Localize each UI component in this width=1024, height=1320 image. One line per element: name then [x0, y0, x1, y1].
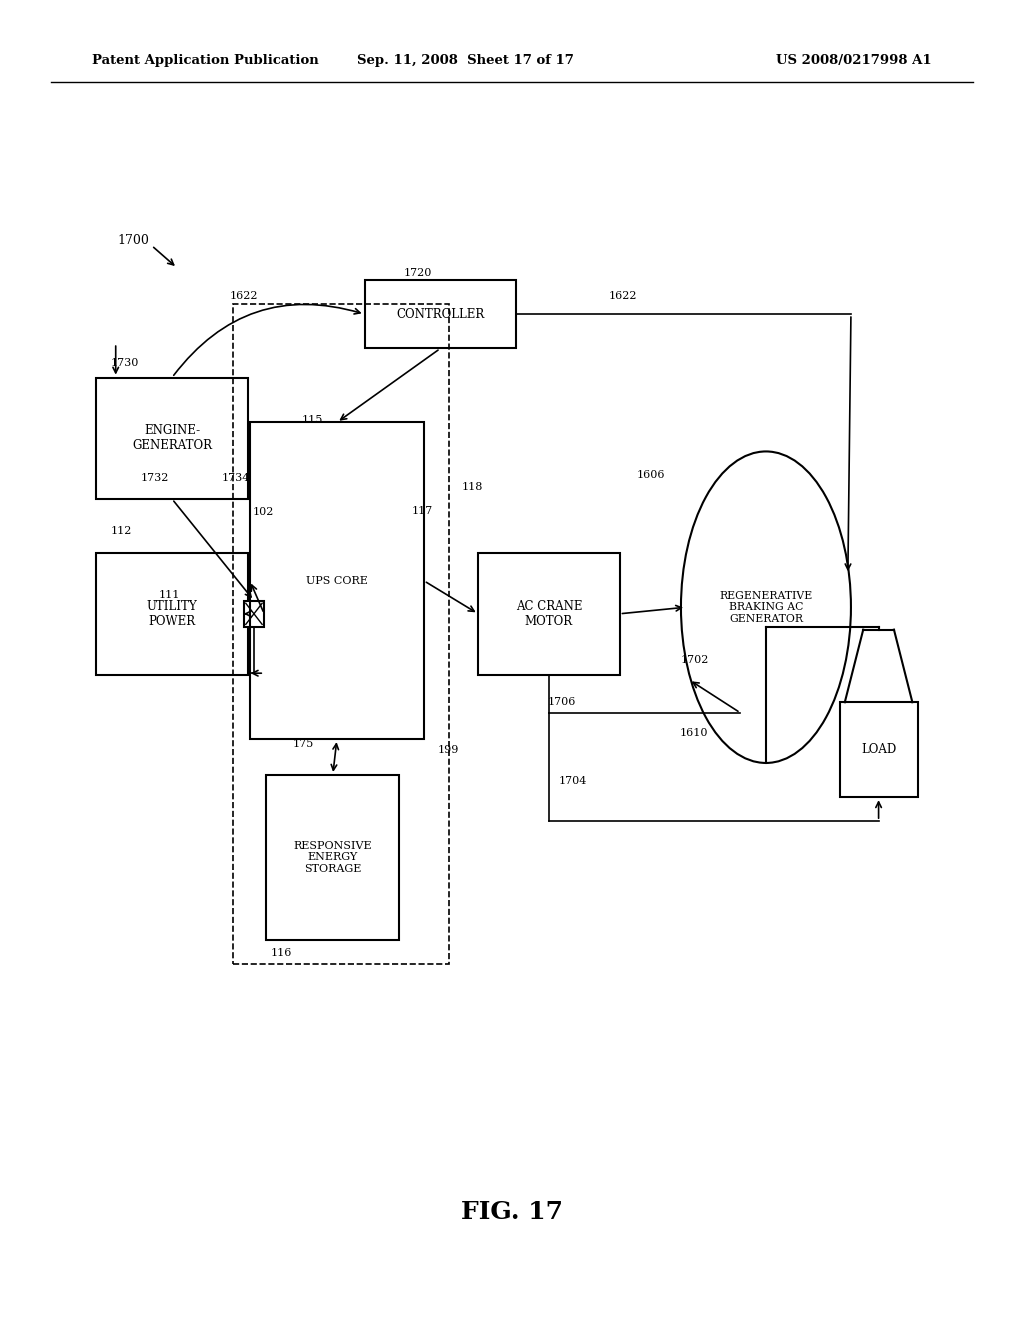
Bar [266, 775, 399, 940]
Text: 1732: 1732 [140, 473, 169, 483]
Text: AC CRANE
MOTOR: AC CRANE MOTOR [516, 599, 582, 628]
Text: 1720: 1720 [403, 268, 432, 279]
Text: 1606: 1606 [637, 470, 666, 480]
Bar [365, 280, 516, 348]
Text: 199: 199 [438, 744, 459, 755]
Text: 115: 115 [302, 414, 323, 425]
Text: US 2008/0217998 A1: US 2008/0217998 A1 [776, 54, 932, 67]
Text: 112: 112 [111, 525, 132, 536]
Bar [233, 304, 449, 964]
Text: 1704: 1704 [558, 776, 587, 787]
Text: Patent Application Publication: Patent Application Publication [92, 54, 318, 67]
Text: 1622: 1622 [229, 290, 258, 301]
Bar [250, 422, 424, 739]
Text: FIG. 17: FIG. 17 [461, 1200, 563, 1224]
Text: 1702: 1702 [681, 655, 710, 665]
Bar [244, 601, 264, 627]
Bar [96, 378, 248, 499]
Text: 1622: 1622 [608, 290, 637, 301]
Text: RESPONSIVE
ENERGY
STORAGE: RESPONSIVE ENERGY STORAGE [294, 841, 372, 874]
Text: 117: 117 [412, 506, 432, 516]
Text: REGENERATIVE
BRAKING AC
GENERATOR: REGENERATIVE BRAKING AC GENERATOR [719, 590, 813, 624]
Text: 118: 118 [462, 482, 482, 492]
Bar [96, 553, 248, 675]
Text: 1734: 1734 [221, 473, 250, 483]
Text: UTILITY
POWER: UTILITY POWER [146, 599, 198, 628]
Text: 1730: 1730 [111, 358, 139, 368]
Text: 102: 102 [253, 507, 273, 517]
Text: 1706: 1706 [548, 697, 577, 708]
Text: 1610: 1610 [680, 727, 709, 738]
Bar [840, 702, 918, 797]
Bar [478, 553, 620, 675]
Text: 175: 175 [293, 739, 313, 750]
Text: LOAD: LOAD [861, 743, 896, 756]
Text: CONTROLLER: CONTROLLER [396, 308, 484, 321]
Text: 1700: 1700 [118, 234, 150, 247]
Text: UPS CORE: UPS CORE [306, 576, 368, 586]
Text: ENGINE-
GENERATOR: ENGINE- GENERATOR [132, 424, 212, 453]
Text: 111: 111 [159, 590, 179, 601]
Text: 116: 116 [271, 948, 292, 958]
Text: Sep. 11, 2008  Sheet 17 of 17: Sep. 11, 2008 Sheet 17 of 17 [357, 54, 574, 67]
